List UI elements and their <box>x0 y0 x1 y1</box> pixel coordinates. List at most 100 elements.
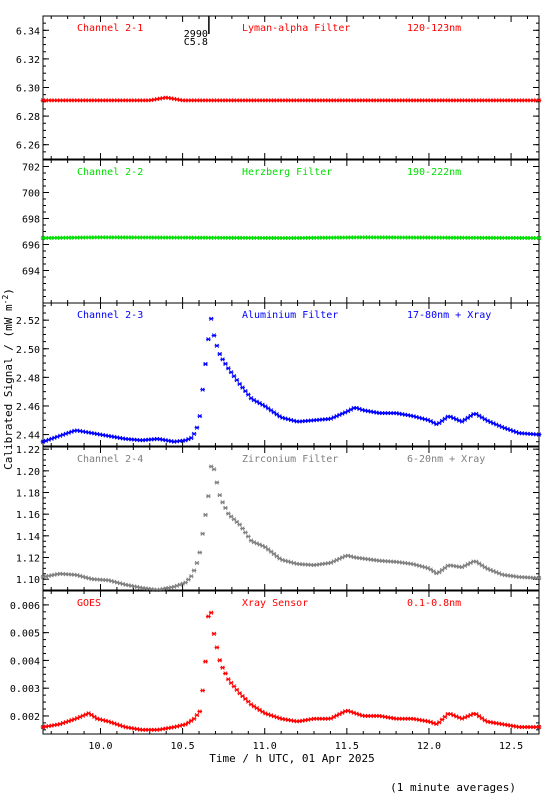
data-point <box>191 568 197 573</box>
data-point <box>237 381 243 387</box>
y-tick-label: 700 <box>22 189 40 200</box>
panels: 6.26 6.28 6.30 6.32 6.34 Channel 2-1 Lyman-alp… <box>10 15 542 735</box>
panel-frame <box>42 159 540 304</box>
data-point <box>203 659 208 664</box>
data-series <box>40 95 542 103</box>
data-series <box>40 610 542 732</box>
band-label: 6-20nm + Xray <box>407 454 485 465</box>
flare-marker-class: C5.8 <box>184 37 208 48</box>
panel-frame <box>42 446 540 591</box>
y-axis-label-text: Calibrated Signal / (mW m <box>2 304 15 470</box>
data-point <box>214 343 220 348</box>
data-point <box>234 687 240 692</box>
panel-frame <box>42 590 540 735</box>
flare-marker: 2990 C5.8 <box>184 16 210 48</box>
data-point <box>442 416 448 421</box>
data-point <box>188 435 194 441</box>
filter-label: Aluminium Filter <box>242 310 338 321</box>
y-tick-label: 6.34 <box>16 26 40 37</box>
data-point <box>217 351 223 357</box>
data-point <box>228 370 234 375</box>
data-point <box>203 361 208 367</box>
data-point <box>473 711 479 717</box>
panel-5: 0.002 0.003 0.004 0.005 0.006 GOES Xray Sensor… <box>10 590 542 735</box>
panel-frame <box>42 15 540 160</box>
channel-label: Channel 2-1 <box>77 23 143 34</box>
data-point <box>203 512 208 518</box>
data-point <box>194 560 200 566</box>
data-point <box>194 425 200 430</box>
data-point <box>231 684 237 689</box>
band-label: 120-123nm <box>407 23 461 34</box>
filter-label: Xray Sensor <box>242 598 308 609</box>
data-point <box>245 392 251 397</box>
y-tick-label: 1.12 <box>16 554 40 565</box>
panel-2: 694 696 698 700 702 Channel 2-2 Herzberg Filte… <box>22 159 542 304</box>
y-tick-label: 2.46 <box>16 402 40 413</box>
y-tick-label: 0.004 <box>10 656 40 667</box>
panel-3: 2.44 2.46 2.48 2.50 2.52 Channel 2-3 Aluminium… <box>16 302 542 447</box>
data-point <box>243 388 248 394</box>
x-tick-label: 11.0 <box>253 741 277 752</box>
x-axis-label: Time / h UTC, 01 Apr 2025 <box>209 752 375 765</box>
filter-label: Herzberg Filter <box>242 167 332 178</box>
data-point <box>200 688 205 693</box>
data-point <box>200 531 205 536</box>
data-point <box>214 645 220 650</box>
y-tick-label: 2.44 <box>16 431 40 442</box>
data-point <box>220 357 225 362</box>
y-tick-label: 6.32 <box>16 55 40 66</box>
data-point <box>225 677 231 682</box>
data-point <box>536 575 542 581</box>
y-axis-label-exponent: -2 <box>1 295 10 305</box>
data-point <box>217 658 223 663</box>
data-point <box>223 671 228 676</box>
data-point <box>188 574 194 579</box>
y-tick-label: 0.005 <box>10 629 40 640</box>
data-point <box>243 530 248 535</box>
y-axis-label-close: ) <box>2 288 15 295</box>
x-tick-label: 11.5 <box>335 741 359 752</box>
data-point <box>225 366 231 371</box>
x-tick-label: 10.5 <box>171 741 195 752</box>
channel-label: Channel 2-2 <box>77 167 143 178</box>
data-point <box>220 665 225 670</box>
data-point <box>197 413 203 419</box>
y-tick-label: 0.002 <box>10 712 40 723</box>
data-point <box>211 631 217 636</box>
y-tick-label: 2.52 <box>16 316 40 327</box>
data-point <box>536 235 542 241</box>
data-series <box>40 464 542 593</box>
data-point <box>186 577 191 582</box>
y-tick-label: 2.50 <box>16 345 40 356</box>
data-point <box>211 333 217 338</box>
y-tick-label: 1.20 <box>16 467 40 478</box>
x-tick-labels: 10.0 10.5 11.0 11.5 12.0 12.5 <box>88 741 523 752</box>
data-point <box>439 418 445 424</box>
data-point <box>231 374 237 379</box>
data-point <box>240 385 245 390</box>
data-point <box>208 316 214 321</box>
data-point <box>200 387 205 392</box>
y-tick-label: 1.10 <box>16 575 40 586</box>
data-point <box>476 714 482 719</box>
channel-label: Channel 2-4 <box>77 454 143 465</box>
panel-frame <box>42 302 540 447</box>
data-point <box>194 712 200 718</box>
data-point <box>197 550 203 555</box>
channel-label: Channel 2-3 <box>77 310 143 321</box>
data-point <box>220 500 225 505</box>
data-point <box>205 493 211 499</box>
data-point <box>223 505 228 511</box>
y-tick-label: 1.16 <box>16 510 40 521</box>
x-tick-label: 10.0 <box>88 741 112 752</box>
data-point <box>234 377 240 383</box>
y-tick-label: 702 <box>22 163 40 174</box>
y-tick-label: 1.22 <box>16 445 40 456</box>
channel-label: GOES <box>77 598 101 609</box>
averaging-note: (1 minute averages) <box>390 781 516 794</box>
data-point <box>228 680 234 686</box>
data-point <box>205 337 211 342</box>
y-tick-label: 6.28 <box>16 112 40 123</box>
